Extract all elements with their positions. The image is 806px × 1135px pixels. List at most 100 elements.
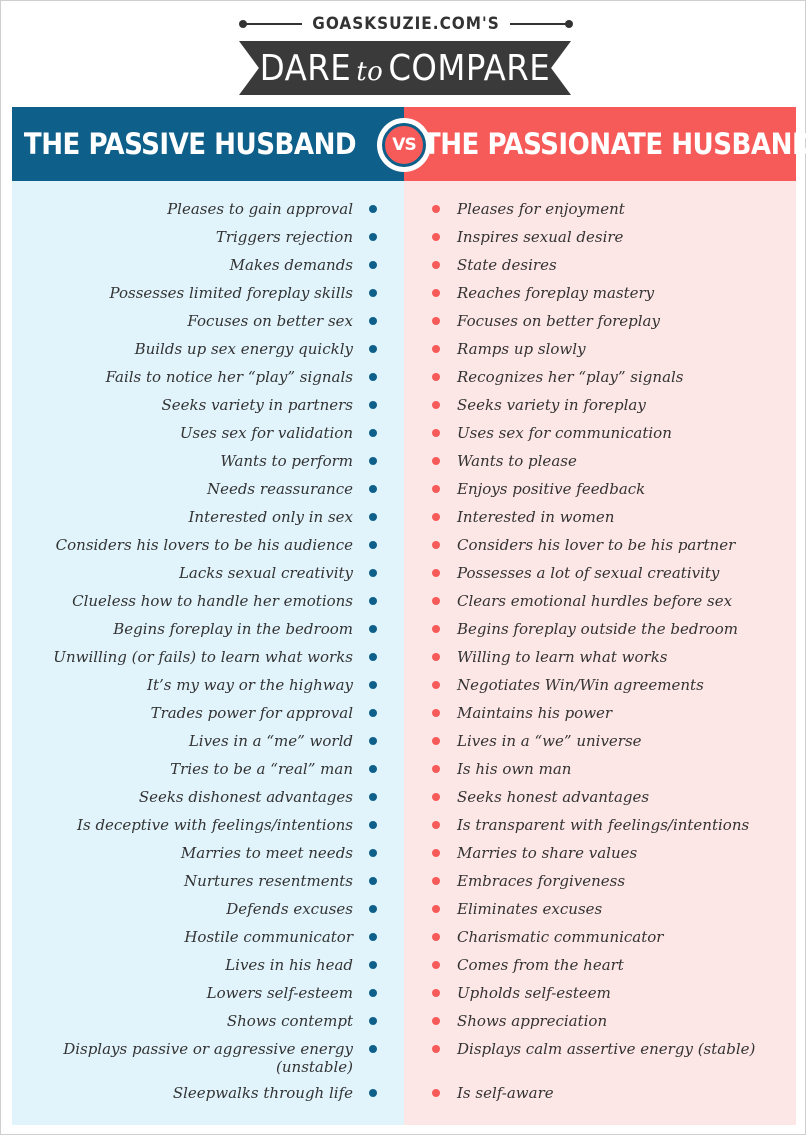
passive-trait-text: Clueless how to handle her emotions — [72, 592, 353, 610]
passive-trait-text: Fails to notice her “play” signals — [105, 368, 353, 386]
comparison-row: Sleepwalks through life Is self-aware — [12, 1079, 796, 1107]
passive-bullet-icon — [369, 1089, 377, 1097]
passionate-trait-text: Embraces forgiveness — [457, 872, 626, 890]
passionate-bullet-icon — [432, 1089, 440, 1097]
vs-letter-s: S — [404, 135, 416, 155]
passionate-trait-text: Considers his lover to be his partner — [457, 536, 736, 554]
comparison-row: Trades power for approval Maintains his p… — [12, 699, 796, 727]
passive-bullet-icon — [369, 485, 377, 493]
passionate-trait-text: Enjoys positive feedback — [457, 480, 646, 498]
passive-bullet-icon — [369, 793, 377, 801]
passionate-trait: Comes from the heart — [404, 951, 796, 979]
passionate-bullet-icon — [432, 709, 440, 717]
title-part-to: to — [356, 56, 384, 87]
passive-trait: Unwilling (or fails) to learn what works — [12, 643, 404, 671]
passive-trait-text: Lives in a “me” world — [188, 732, 353, 750]
comparison-row: Makes demands State desires — [12, 251, 796, 279]
passive-trait-text: Lowers self-esteem — [206, 984, 353, 1002]
passive-trait: It’s my way or the highway — [12, 671, 404, 699]
comparison-row: Interested only in sex Interested in wome… — [12, 503, 796, 531]
passionate-trait: Possesses a lot of sexual creativity — [404, 559, 796, 587]
passive-trait: Lives in a “me” world — [12, 727, 404, 755]
comparison-row: Tries to be a “real” man Is his own man — [12, 755, 796, 783]
passionate-trait-text: Displays calm assertive energy (stable) — [457, 1040, 756, 1058]
passive-bullet-icon — [369, 849, 377, 857]
passionate-trait-text: Willing to learn what works — [457, 648, 668, 666]
passive-trait: Seeks variety in partners — [12, 391, 404, 419]
passionate-bullet-icon — [432, 877, 440, 885]
passionate-trait: Enjoys positive feedback — [404, 475, 796, 503]
comparison-row: Lives in a “me” world Lives in a “we” uni… — [12, 727, 796, 755]
title-part-dare: DARE — [259, 47, 352, 89]
passive-bullet-icon — [369, 373, 377, 381]
comparison-row: Seeks dishonest advantages Seeks honest a… — [12, 783, 796, 811]
passive-trait: Clueless how to handle her emotions — [12, 587, 404, 615]
passionate-trait: Ramps up slowly — [404, 335, 796, 363]
passive-trait-text: Marries to meet needs — [180, 844, 353, 862]
passive-trait: Marries to meet needs — [12, 839, 404, 867]
passionate-trait: Is his own man — [404, 755, 796, 783]
passive-trait: Shows contempt — [12, 1007, 404, 1035]
passive-bullet-icon — [369, 1045, 377, 1053]
comparison-row: It’s my way or the highway Negotiates Win… — [12, 671, 796, 699]
passionate-trait: Eliminates excuses — [404, 895, 796, 923]
passionate-trait-text: State desires — [457, 256, 557, 274]
passionate-trait-text: Inspires sexual desire — [457, 228, 624, 246]
comparison-row: Displays passive or aggressive energy (u… — [12, 1035, 796, 1079]
passionate-trait-text: Ramps up slowly — [457, 340, 586, 358]
passionate-trait: Embraces forgiveness — [404, 867, 796, 895]
passive-trait: Displays passive or aggressive energy (u… — [12, 1035, 404, 1076]
passive-bullet-icon — [369, 205, 377, 213]
passive-bullet-icon — [369, 989, 377, 997]
passionate-trait: Wants to please — [404, 447, 796, 475]
passionate-trait-text: Begins foreplay outside the bedroom — [457, 620, 738, 638]
passionate-bullet-icon — [432, 793, 440, 801]
passionate-bullet-icon — [432, 429, 440, 437]
passive-bullet-icon — [369, 569, 377, 577]
title-part-compare: COMPARE — [388, 47, 551, 89]
passive-trait: Possesses limited foreplay skills — [12, 279, 404, 307]
passive-bullet-icon — [369, 905, 377, 913]
passive-trait-text: Shows contempt — [226, 1012, 353, 1030]
comparison-row: Defends excuses Eliminates excuses — [12, 895, 796, 923]
passive-bullet-icon — [369, 821, 377, 829]
passive-trait: Trades power for approval — [12, 699, 404, 727]
passionate-bullet-icon — [432, 1017, 440, 1025]
passive-trait-text: Wants to perform — [220, 452, 353, 470]
passionate-bullet-icon — [432, 849, 440, 857]
passive-trait: Considers his lovers to be his audience — [12, 531, 404, 559]
passionate-trait: Maintains his power — [404, 699, 796, 727]
passionate-bullet-icon — [432, 261, 440, 269]
passionate-bullet-icon — [432, 1045, 440, 1053]
passive-trait: Defends excuses — [12, 895, 404, 923]
passive-trait-text: Hostile communicator — [184, 928, 353, 946]
passionate-trait: Charismatic communicator — [404, 923, 796, 951]
passive-trait: Interested only in sex — [12, 503, 404, 531]
passive-trait: Hostile communicator — [12, 923, 404, 951]
comparison-row: Hostile communicator Charismatic communic… — [12, 923, 796, 951]
comparison-row: Seeks variety in partners Seeks variety i… — [12, 391, 796, 419]
passionate-bullet-icon — [432, 905, 440, 913]
passive-trait-text: Unwilling (or fails) to learn what works — [53, 648, 353, 666]
comparison-row: Lacks sexual creativity Possesses a lot o… — [12, 559, 796, 587]
passionate-trait-text: Reaches foreplay mastery — [457, 284, 655, 302]
passionate-trait: Clears emotional hurdles before sex — [404, 587, 796, 615]
passive-trait-text: Sleepwalks through life — [172, 1084, 353, 1102]
passive-trait: Seeks dishonest advantages — [12, 783, 404, 811]
passionate-bullet-icon — [432, 933, 440, 941]
comparison-row: Nurtures resentments Embraces forgiveness — [12, 867, 796, 895]
brand-divider-left — [238, 20, 303, 28]
comparison-row: Begins foreplay in the bedroom Begins for… — [12, 615, 796, 643]
passionate-trait: Marries to share values — [404, 839, 796, 867]
passive-trait: Pleases to gain approval — [12, 195, 404, 223]
passive-bullet-icon — [369, 597, 377, 605]
passionate-bullet-icon — [432, 821, 440, 829]
brand-row: GOASKSUZIE.COM'S — [238, 11, 574, 37]
comparison-row: Clueless how to handle her emotions Clear… — [12, 587, 796, 615]
comparison-row: Needs reassurance Enjoys positive feedbac… — [12, 475, 796, 503]
passive-trait-text: Possesses limited foreplay skills — [109, 284, 353, 302]
passionate-bullet-icon — [432, 653, 440, 661]
